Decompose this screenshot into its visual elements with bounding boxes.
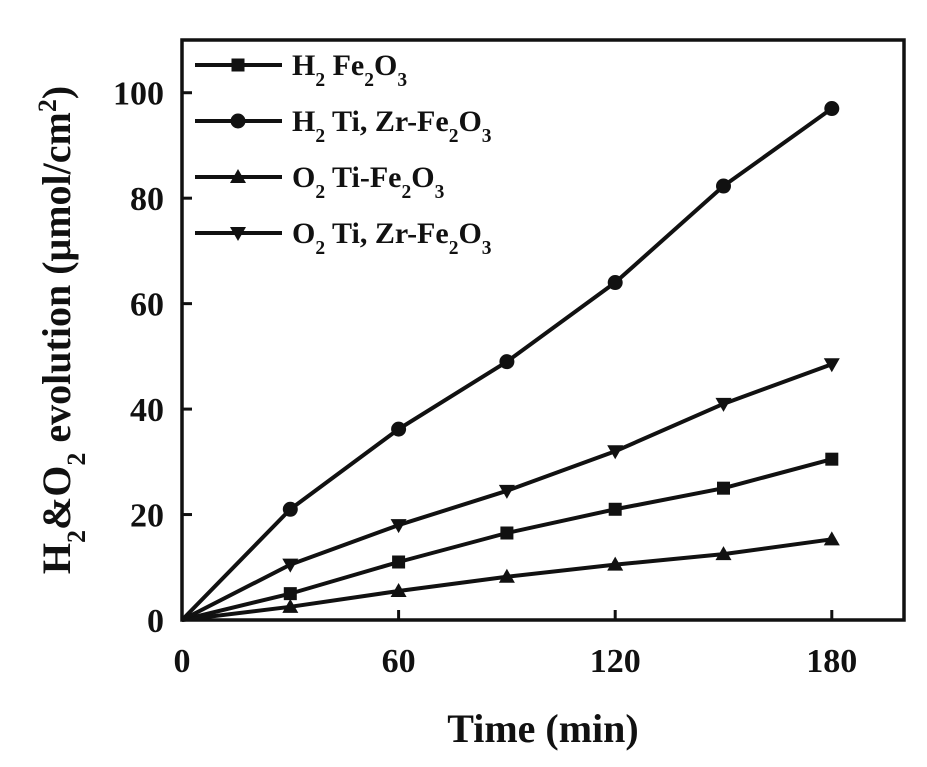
series-line-h2-fe2o3 bbox=[182, 459, 832, 620]
axis-ticks: 0 60 120 180 0 20 40 60 80 100 bbox=[113, 76, 857, 680]
chart: 0 60 120 180 0 20 40 60 80 100 H2 Fe2O3 H2 Ti, Zr-… bbox=[0, 0, 927, 767]
y-tick-label: 60 bbox=[130, 287, 164, 324]
legend-item-o2-ti-zr-fe2o3: O2 Ti, Zr-Fe2O3 bbox=[195, 217, 492, 259]
x-tick-label: 0 bbox=[174, 643, 191, 680]
legend-label: H2 Fe2O3 bbox=[292, 49, 407, 91]
series-o2-ti-fe2o3 bbox=[182, 531, 840, 620]
y-tick-label: 40 bbox=[130, 392, 164, 429]
y-tick-label: 0 bbox=[147, 603, 164, 640]
data-point-h2-ti-zr-fe2o3 bbox=[283, 502, 298, 517]
legend-item-o2-ti-fe2o3: O2 Ti-Fe2O3 bbox=[195, 161, 445, 203]
legend-label: H2 Ti, Zr-Fe2O3 bbox=[292, 105, 492, 147]
legend-label: O2 Ti-Fe2O3 bbox=[292, 161, 445, 203]
legend-marker-square bbox=[232, 59, 245, 72]
series-h2-fe2o3 bbox=[182, 453, 838, 620]
data-point-h2-fe2o3 bbox=[825, 453, 838, 466]
y-axis-title: H2&O2 evolution (μmol/cm2) bbox=[33, 86, 91, 574]
data-point-h2-ti-zr-fe2o3 bbox=[824, 101, 839, 116]
data-point-h2-fe2o3 bbox=[500, 527, 513, 540]
x-axis-title: Time (min) bbox=[447, 706, 638, 751]
x-tick-label: 180 bbox=[806, 643, 857, 680]
legend: H2 Fe2O3 H2 Ti, Zr-Fe2O3 O2 Ti-Fe2O3 O2 Ti,… bbox=[195, 49, 492, 259]
data-point-h2-ti-zr-fe2o3 bbox=[608, 275, 623, 290]
data-point-h2-ti-zr-fe2o3 bbox=[391, 422, 406, 437]
y-tick-label: 20 bbox=[130, 498, 164, 535]
legend-label: O2 Ti, Zr-Fe2O3 bbox=[292, 217, 492, 259]
data-point-h2-fe2o3 bbox=[717, 482, 730, 495]
plot-frame bbox=[182, 40, 904, 620]
x-tick-label: 120 bbox=[590, 643, 641, 680]
legend-item-h2-fe2o3: H2 Fe2O3 bbox=[195, 49, 407, 91]
legend-marker-circle bbox=[231, 114, 246, 129]
data-point-h2-fe2o3 bbox=[609, 503, 622, 516]
x-tick-label: 60 bbox=[382, 643, 416, 680]
y-tick-label: 80 bbox=[130, 181, 164, 218]
data-point-h2-ti-zr-fe2o3 bbox=[499, 354, 514, 369]
data-point-h2-ti-zr-fe2o3 bbox=[716, 179, 731, 194]
data-point-h2-fe2o3 bbox=[284, 587, 297, 600]
y-tick-label: 100 bbox=[113, 76, 164, 113]
legend-item-h2-ti-zr-fe2o3: H2 Ti, Zr-Fe2O3 bbox=[195, 105, 492, 147]
data-point-h2-fe2o3 bbox=[392, 556, 405, 569]
